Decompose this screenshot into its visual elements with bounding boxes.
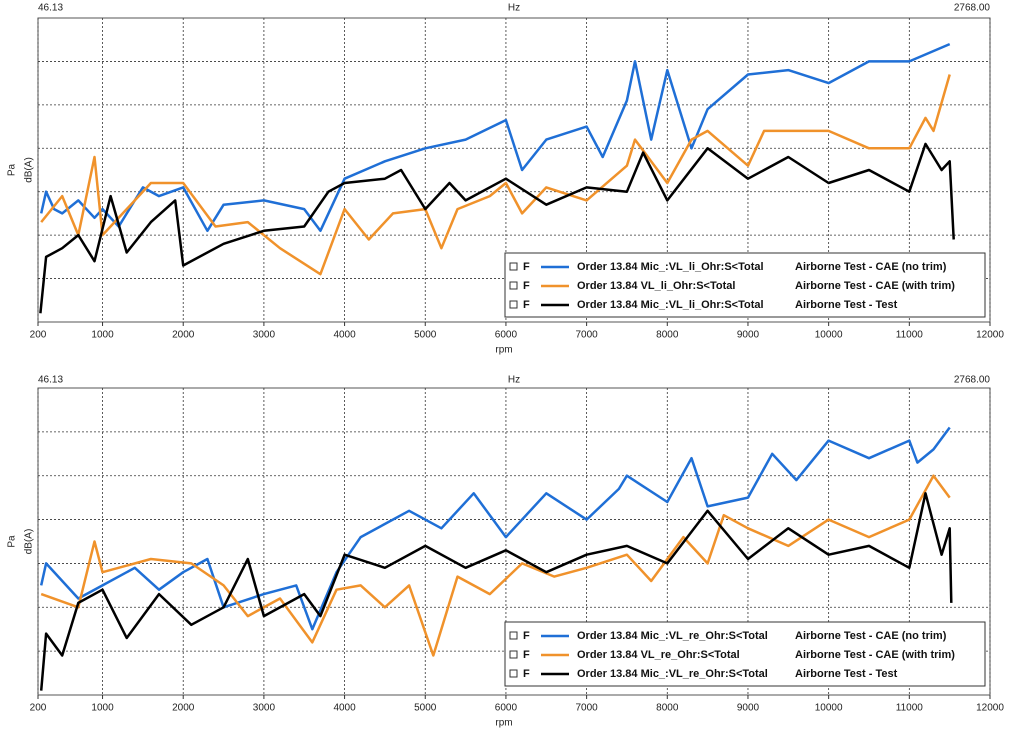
x-range-end: 2768.00 — [954, 3, 991, 14]
legend-flag: F — [523, 668, 530, 680]
x-tick-label: 12000 — [976, 330, 1004, 341]
x-axis-label: rpm — [495, 718, 512, 729]
legend-checkbox — [509, 669, 518, 678]
x-tick-label: 10000 — [815, 330, 843, 341]
legend-flag: F — [523, 649, 530, 661]
data-line — [39, 142, 955, 314]
y-axis-unit: dB(A) — [24, 529, 35, 555]
x-tick-label: 8000 — [656, 703, 679, 714]
data-line — [39, 426, 951, 631]
x-tick-label: 2000 — [172, 330, 195, 341]
x-tick-label: 200 — [30, 703, 47, 714]
legend-name: Order 13.84 Mic_:VL_li_Ohr:S<Total — [577, 299, 764, 311]
x-tick-label: 4000 — [333, 703, 356, 714]
x-range-start: 46.13 — [38, 3, 63, 14]
legend-source: Airborne Test - CAE (no trim) — [795, 261, 947, 273]
legend-name: Order 13.84 Mic_:VL_re_Ohr:S<Total — [577, 668, 768, 680]
x-tick-label: 1000 — [91, 703, 114, 714]
legend-checkbox — [509, 650, 518, 659]
legend-checkbox — [509, 281, 518, 290]
legend-name: Order 13.84 VL_re_Ohr:S<Total — [577, 649, 740, 661]
x-axis-label: rpm — [495, 345, 512, 356]
legend-box — [504, 621, 986, 687]
x-tick-label: 6000 — [495, 330, 518, 341]
legend: F Order 13.84 Mic_:VL_re_Ohr:S<Total Airbo… — [504, 621, 986, 687]
legend-name: Order 13.84 Mic_:VL_re_Ohr:S<Total — [577, 630, 768, 642]
legend-source: Airborne Test - CAE (with trim) — [795, 649, 955, 661]
x-tick-label: 2000 — [172, 703, 195, 714]
x-tick-label: 5000 — [414, 703, 437, 714]
x-tick-label: 11000 — [896, 703, 924, 714]
legend-source: Airborne Test - CAE (with trim) — [795, 280, 955, 292]
x-tick-label: 7000 — [575, 330, 598, 341]
x-tick-label: 6000 — [495, 703, 518, 714]
y-axis-label: Pa — [7, 163, 18, 176]
legend-checkbox — [509, 300, 518, 309]
x-tick-label: 7000 — [575, 703, 598, 714]
legend-source: Airborne Test - CAE (no trim) — [795, 630, 947, 642]
data-line — [39, 42, 951, 233]
legend-flag: F — [523, 299, 530, 311]
legend-checkbox — [509, 631, 518, 640]
x-tick-label: 4000 — [333, 330, 356, 341]
legend-box — [504, 252, 986, 318]
x-tick-label: 200 — [30, 330, 47, 341]
x-unit-top: Hz — [508, 3, 520, 14]
legend-source: Airborne Test - Test — [795, 668, 898, 680]
legend-source: Airborne Test - Test — [795, 299, 898, 311]
x-tick-label: 12000 — [976, 703, 1004, 714]
y-axis-label: Pa — [7, 535, 18, 548]
x-tick-label: 3000 — [253, 703, 276, 714]
x-unit-top: Hz — [508, 375, 520, 386]
x-tick-label: 5000 — [414, 330, 437, 341]
legend-flag: F — [523, 261, 530, 273]
x-tick-label: 1000 — [91, 330, 114, 341]
data-line — [40, 74, 951, 276]
x-tick-label: 11000 — [896, 330, 924, 341]
data-line — [39, 492, 953, 691]
legend: F Order 13.84 Mic_:VL_li_Ohr:S<Total Airbo… — [504, 252, 986, 318]
legend-name: Order 13.84 VL_li_Ohr:S<Total — [577, 280, 735, 292]
x-tick-label: 3000 — [253, 330, 276, 341]
x-tick-label: 8000 — [656, 330, 679, 341]
legend-flag: F — [523, 630, 530, 642]
x-range-start: 46.13 — [38, 375, 63, 386]
x-tick-label: 9000 — [737, 703, 760, 714]
legend-flag: F — [523, 280, 530, 292]
x-tick-label: 10000 — [815, 703, 843, 714]
data-line — [40, 474, 951, 657]
y-axis-unit: dB(A) — [24, 157, 35, 183]
x-range-end: 2768.00 — [954, 375, 991, 386]
x-tick-label: 9000 — [737, 330, 760, 341]
legend-name: Order 13.84 Mic_:VL_li_Ohr:S<Total — [577, 261, 764, 273]
legend-checkbox — [509, 262, 518, 271]
